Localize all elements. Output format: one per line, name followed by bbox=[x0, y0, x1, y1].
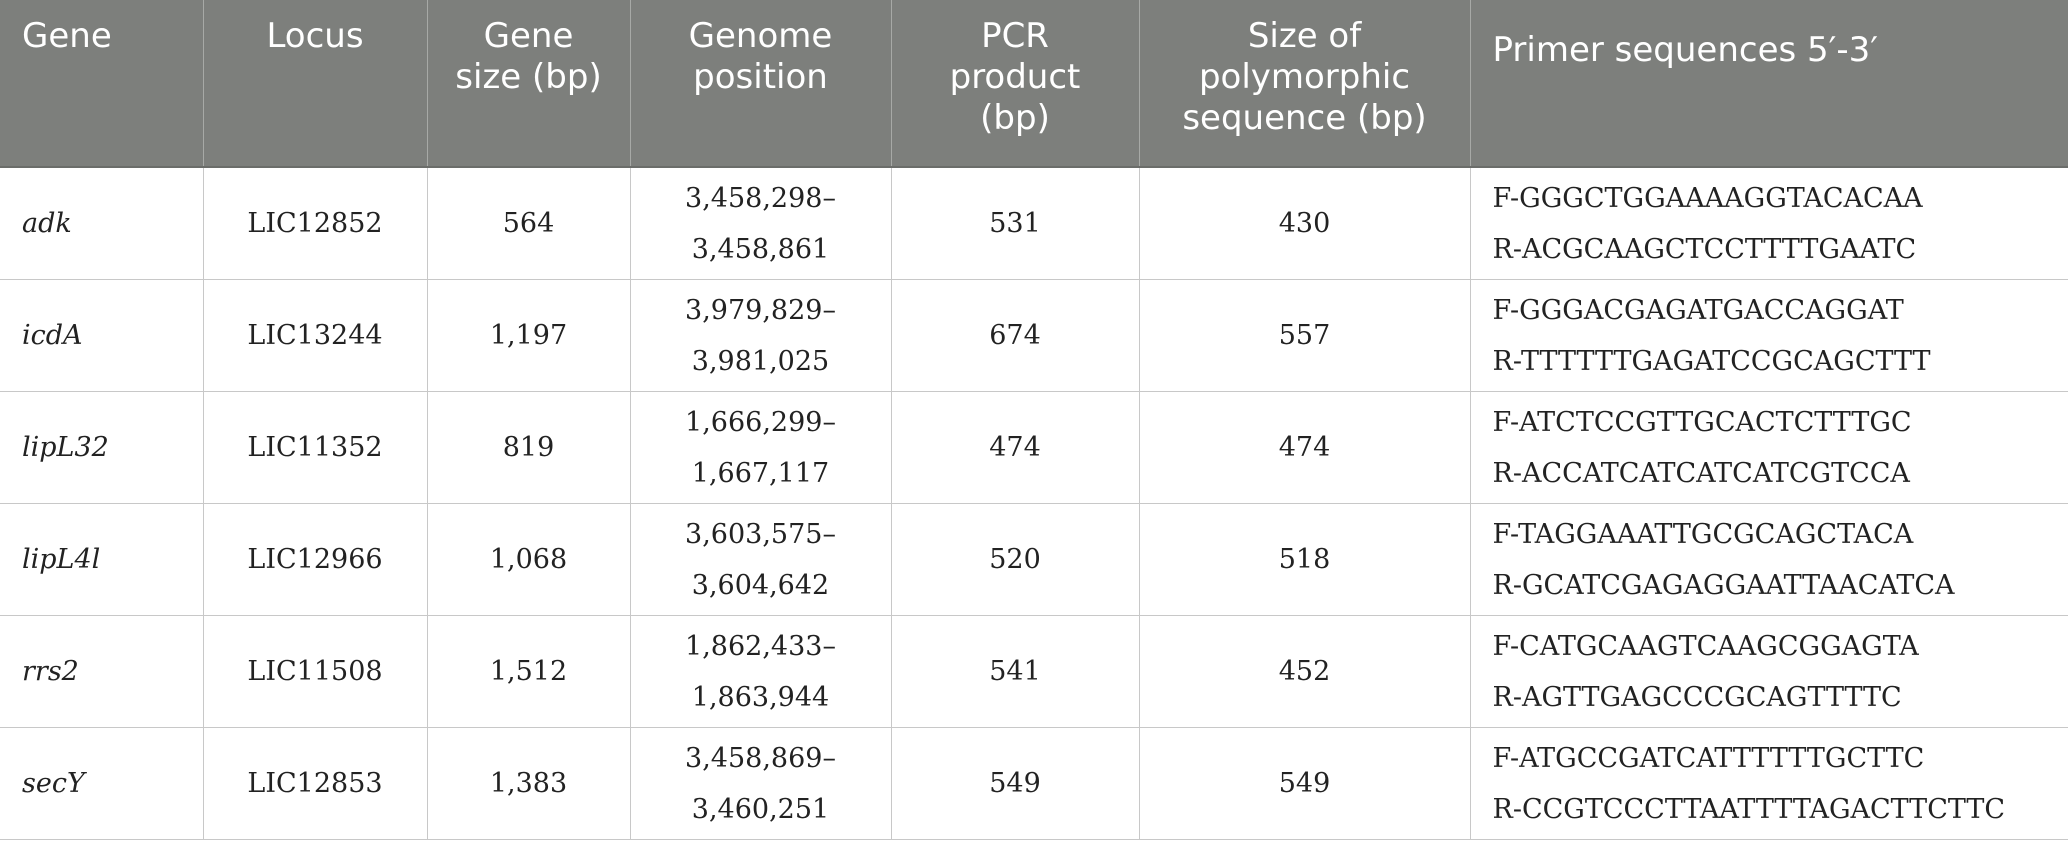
table-row: secY LIC12853 1,383 3,458,869– 3,460,251 549 5… bbox=[0, 727, 2068, 840]
polymorphic-size-cell: 518 bbox=[1138, 503, 1470, 616]
genome-position-cell: 3,979,829– 3,981,025 bbox=[629, 279, 891, 392]
primer-sequences-cell-line: F-ATCTCCGTTGCACTCTTTGC bbox=[1492, 406, 1912, 438]
gene-size-cell: 1,512 bbox=[426, 615, 630, 728]
primer-sequences-cell-line: F-CATGCAAGTCAAGCGGAGTA bbox=[1492, 630, 1919, 662]
header-polymorphic-size: Size of polymorphic sequence (bp) bbox=[1138, 0, 1470, 168]
table-row: lipL4l LIC12966 1,068 3,603,575– 3,604,642 52… bbox=[0, 503, 2068, 616]
table-row: adk LIC12852 564 3,458,298– 3,458,861 531 430 F… bbox=[0, 167, 2068, 280]
polymorphic-size-cell: 557 bbox=[1138, 279, 1470, 392]
locus-cell: LIC12852 bbox=[202, 167, 427, 280]
genome-position-cell-line: 3,981,025 bbox=[691, 345, 830, 377]
gene-cell: lipL32 bbox=[0, 391, 203, 504]
polymorphic-size-cell: 474 bbox=[1138, 391, 1470, 504]
header-row: Gene Locus Gene size (bp) Genome positio… bbox=[0, 0, 2068, 168]
gene-cell: secY bbox=[0, 727, 203, 840]
locus-cell: LIC11352 bbox=[202, 391, 427, 504]
primer-sequences-cell: F-GGGCTGGAAAAGGTACACAA R-ACGCAAGCTCCTTTTG… bbox=[1469, 167, 2068, 280]
header-pcr-product-line: product bbox=[949, 57, 1081, 97]
primer-sequences-cell-line: R-ACCATCATCATCATCGTCCA bbox=[1492, 457, 1910, 489]
genome-position-cell-line: 1,863,944 bbox=[691, 681, 830, 713]
header-polymorphic-line: Size of bbox=[1247, 16, 1362, 56]
primer-sequences-cell-line: R-GCATCGAGAGGAATTAACATCA bbox=[1492, 569, 1955, 601]
primer-sequences-cell-line: F-ATGCCGATCATTTTTTGCTTC bbox=[1492, 742, 1925, 774]
primer-sequences-cell-line: F-GGGACGAGATGACCAGGAT bbox=[1492, 294, 1904, 326]
genome-position-cell-line: 1,666,299– bbox=[685, 406, 836, 438]
genome-position-cell-line: 3,458,861 bbox=[691, 233, 830, 265]
genome-position-cell-line: 3,979,829– bbox=[685, 294, 836, 326]
pcr-product-cell: 520 bbox=[890, 503, 1139, 616]
header-pcr-product: PCR product (bp) bbox=[890, 0, 1139, 168]
header-genome-position-line: position bbox=[693, 57, 828, 97]
header-gene-size-line: Gene bbox=[483, 16, 574, 56]
primer-sequences-cell: F-GGGACGAGATGACCAGGAT R-TTTTTTGAGATCCGCAG… bbox=[1469, 279, 2068, 392]
genome-position-cell: 1,862,433– 1,863,944 bbox=[629, 615, 891, 728]
primer-sequences-cell-line: R-AGTTGAGCCCGCAGTTTTC bbox=[1492, 681, 1902, 713]
genome-position-cell: 3,458,869– 3,460,251 bbox=[629, 727, 891, 840]
header-genome-position-line: Genome bbox=[688, 16, 833, 56]
genome-position-cell-line: 1,862,433– bbox=[685, 630, 836, 662]
gene-cell: icdA bbox=[0, 279, 203, 392]
header-gene: Gene bbox=[0, 0, 203, 168]
header-pcr-product-line: (bp) bbox=[980, 98, 1050, 138]
gene-size-cell: 1,068 bbox=[426, 503, 630, 616]
gene-cell: adk bbox=[0, 167, 203, 280]
header-polymorphic-line: polymorphic bbox=[1198, 57, 1411, 97]
locus-cell: LIC12966 bbox=[202, 503, 427, 616]
genome-position-cell: 1,666,299– 1,667,117 bbox=[629, 391, 891, 504]
header-genome-position: Genome position bbox=[629, 0, 891, 168]
table-row: icdA LIC13244 1,197 3,979,829– 3,981,025 674 5… bbox=[0, 279, 2068, 392]
primer-sequences-cell: F-CATGCAAGTCAAGCGGAGTA R-AGTTGAGCCCGCAGTT… bbox=[1469, 615, 2068, 728]
header-gene-size-line: size (bp) bbox=[455, 57, 602, 97]
gene-size-cell: 819 bbox=[426, 391, 630, 504]
gene-size-cell: 564 bbox=[426, 167, 630, 280]
primer-sequences-cell-line: F-GGGCTGGAAAAGGTACACAA bbox=[1492, 182, 1923, 214]
primer-sequences-cell: F-ATCTCCGTTGCACTCTTTGC R-ACCATCATCATCATCG… bbox=[1469, 391, 2068, 504]
header-pcr-product-line: PCR bbox=[981, 16, 1049, 56]
gene-cell: lipL4l bbox=[0, 503, 203, 616]
table-row: rrs2 LIC11508 1,512 1,862,433– 1,863,944 541 4… bbox=[0, 615, 2068, 728]
header-polymorphic-line: sequence (bp) bbox=[1182, 98, 1427, 138]
genome-position-cell-line: 3,458,869– bbox=[685, 742, 836, 774]
primer-sequences-cell-line: F-TAGGAAATTGCGCAGCTACA bbox=[1492, 518, 1914, 550]
genome-position-cell-line: 3,458,298– bbox=[685, 182, 836, 214]
pcr-product-cell: 549 bbox=[890, 727, 1139, 840]
genome-position-cell: 3,603,575– 3,604,642 bbox=[629, 503, 891, 616]
primer-sequences-cell: F-TAGGAAATTGCGCAGCTACA R-GCATCGAGAGGAATTA… bbox=[1469, 503, 2068, 616]
locus-cell: LIC11508 bbox=[202, 615, 427, 728]
primer-sequences-cell: F-ATGCCGATCATTTTTTGCTTC R-CCGTCCCTTAATTTT… bbox=[1469, 727, 2068, 840]
gene-size-cell: 1,383 bbox=[426, 727, 630, 840]
genome-position-cell-line: 3,604,642 bbox=[691, 569, 830, 601]
genome-position-cell-line: 3,603,575– bbox=[685, 518, 836, 550]
primer-sequences-cell-line: R-ACGCAAGCTCCTTTTGAATC bbox=[1492, 233, 1917, 265]
genome-position-cell-line: 3,460,251 bbox=[691, 793, 830, 825]
polymorphic-size-cell: 452 bbox=[1138, 615, 1470, 728]
pcr-product-cell: 531 bbox=[890, 167, 1139, 280]
locus-cell: LIC12853 bbox=[202, 727, 427, 840]
primer-sequences-cell-line: R-TTTTTTGAGATCCGCAGCTTT bbox=[1492, 345, 1931, 377]
polymorphic-size-cell: 430 bbox=[1138, 167, 1470, 280]
genome-position-cell-line: 1,667,117 bbox=[691, 457, 830, 489]
pcr-product-cell: 674 bbox=[890, 279, 1139, 392]
table-row: lipL32 LIC11352 819 1,666,299– 1,667,117 474 4… bbox=[0, 391, 2068, 504]
polymorphic-size-cell: 549 bbox=[1138, 727, 1470, 840]
genome-position-cell: 3,458,298– 3,458,861 bbox=[629, 167, 891, 280]
gene-size-cell: 1,197 bbox=[426, 279, 630, 392]
header-gene-size: Gene size (bp) bbox=[426, 0, 630, 168]
locus-cell: LIC13244 bbox=[202, 279, 427, 392]
gene-cell: rrs2 bbox=[0, 615, 203, 728]
pcr-product-cell: 541 bbox=[890, 615, 1139, 728]
table-body: adk LIC12852 564 3,458,298– 3,458,861 531 430 F… bbox=[0, 167, 2068, 840]
primer-sequences-cell-line: R-CCGTCCCTTAATTTTAGACTTCTTC bbox=[1492, 793, 2006, 825]
header-locus: Locus bbox=[202, 0, 427, 168]
header-primers: Primer sequences 5′-3′ bbox=[1469, 0, 2068, 168]
pcr-product-cell: 474 bbox=[890, 391, 1139, 504]
